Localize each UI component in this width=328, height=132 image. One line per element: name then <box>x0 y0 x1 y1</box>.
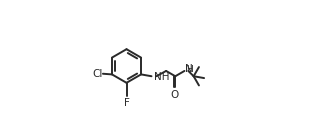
Text: N: N <box>185 64 193 74</box>
Text: F: F <box>124 98 130 108</box>
Text: Cl: Cl <box>92 69 103 79</box>
Text: O: O <box>170 90 179 100</box>
Text: NH: NH <box>154 72 169 82</box>
Text: H: H <box>187 65 193 74</box>
